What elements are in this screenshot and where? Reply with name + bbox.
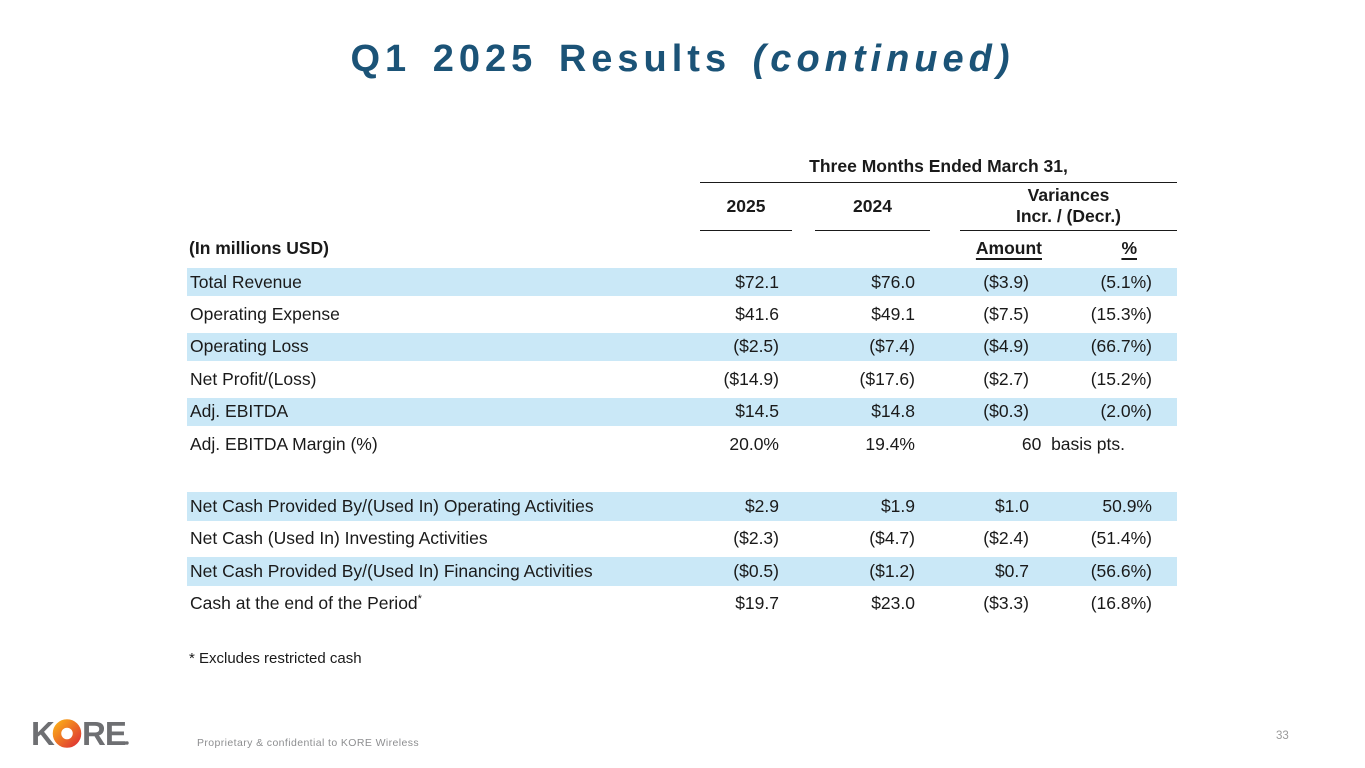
variance-amount: ($3.3) [983, 593, 1029, 614]
variances-line2: Incr. / (Decr.) [1015, 206, 1122, 226]
value-2025: $14.5 [735, 401, 779, 422]
units-label: (In millions USD) [189, 238, 329, 258]
table-row-net-profit-loss: Net Profit/(Loss) ($14.9) ($17.6) ($2.7)… [187, 363, 1177, 395]
variance-percent: (15.2%) [1090, 368, 1152, 389]
variance-basis-points: 60 basis pts. [1021, 433, 1125, 454]
variance-amount: ($3.9) [983, 271, 1029, 292]
variance-amount: ($7.5) [983, 304, 1029, 325]
variance-amount: $1.0 [994, 496, 1029, 517]
column-header-2024: 2024 [792, 196, 932, 231]
financials-table: Three Months Ended March 31, 2025 2024 V… [187, 156, 1177, 620]
value-2025: $19.7 [735, 593, 779, 614]
column-header-2025: 2025 [665, 196, 792, 231]
row-label: Adj. EBITDA Margin (%) [190, 433, 378, 454]
kore-logo-graphic: K RE [31, 715, 129, 752]
table-row-adj-ebitda: Adj. EBITDA $14.5 $14.8 ($0.3) (2.0%) [187, 396, 1177, 428]
percent-column-label: % [1121, 238, 1137, 258]
table-row-operating-expense: Operating Expense $41.6 $49.1 ($7.5) (15… [187, 298, 1177, 330]
value-2024: $1.9 [880, 496, 915, 517]
column-headers-row: 2025 2024 Variances Incr. / (Decr.) [187, 185, 1177, 231]
logo-trademark-dot [125, 741, 129, 745]
slide-title-suffix: (continued) [752, 38, 1015, 80]
value-2025: ($14.9) [723, 368, 779, 389]
period-header: Three Months Ended March 31, [700, 156, 1177, 183]
row-label: Net Profit/(Loss) [190, 368, 317, 389]
slide-title-main: Q1 2025 Results [350, 38, 732, 80]
row-label: Net Cash Provided By/(Used In) Financing… [190, 560, 593, 581]
logo-letter-k: K [31, 715, 55, 752]
value-2025: ($2.3) [733, 528, 779, 549]
row-label: Cash at the end of the Period* [190, 593, 422, 614]
value-2024: ($4.7) [869, 528, 915, 549]
variance-amount: ($2.4) [983, 528, 1029, 549]
variance-amount: $0.7 [994, 560, 1029, 581]
value-2024: 19.4% [865, 433, 915, 454]
section-gap [187, 460, 1177, 490]
page-number: 33 [1276, 730, 1289, 742]
row-label: Operating Loss [190, 336, 309, 357]
value-2024: ($7.4) [869, 336, 915, 357]
value-2025: ($2.5) [733, 336, 779, 357]
variance-amount: ($4.9) [983, 336, 1029, 357]
table-row-net-cash-operating: Net Cash Provided By/(Used In) Operating… [187, 490, 1177, 522]
row-label: Operating Expense [190, 304, 340, 325]
value-2025: 20.0% [729, 433, 779, 454]
units-labels-row: (In millions USD) Amount % [187, 231, 1177, 266]
column-header-variances: Variances Incr. / (Decr.) [932, 185, 1177, 231]
value-2024: $23.0 [871, 593, 915, 614]
variance-percent: (15.3%) [1090, 304, 1152, 325]
variance-percent: (51.4%) [1090, 528, 1152, 549]
variances-line1: Variances [1027, 185, 1110, 205]
table-row-cash-end-of-period: Cash at the end of the Period* $19.7 $23… [187, 588, 1177, 620]
variance-percent: 50.9% [1102, 496, 1152, 517]
footnote: * Excludes restricted cash [189, 650, 362, 667]
variance-percent: (56.6%) [1090, 560, 1152, 581]
value-2025: $72.1 [735, 271, 779, 292]
value-2025: $2.9 [744, 496, 779, 517]
variance-percent: (2.0%) [1100, 401, 1152, 422]
value-2025: ($0.5) [733, 560, 779, 581]
table-row-net-cash-financing: Net Cash Provided By/(Used In) Financing… [187, 555, 1177, 587]
table-row-operating-loss: Operating Loss ($2.5) ($7.4) ($4.9) (66.… [187, 331, 1177, 363]
variance-percent: (16.8%) [1090, 593, 1152, 614]
value-2024: ($1.2) [869, 560, 915, 581]
slide-title: Q1 2025 Results (continued) [0, 38, 1365, 81]
row-label: Net Cash Provided By/(Used In) Operating… [190, 496, 594, 517]
value-2024: $76.0 [871, 271, 915, 292]
variance-amount: ($0.3) [983, 401, 1029, 422]
value-2024: ($17.6) [859, 368, 915, 389]
table-row-total-revenue: Total Revenue $72.1 $76.0 ($3.9) (5.1%) [187, 266, 1177, 298]
value-2024: $14.8 [871, 401, 915, 422]
variance-amount: ($2.7) [983, 368, 1029, 389]
variance-percent: (66.7%) [1090, 336, 1152, 357]
table-row-net-cash-investing: Net Cash (Used In) Investing Activities … [187, 523, 1177, 555]
row-label: Total Revenue [190, 271, 302, 292]
amount-column-label: Amount [975, 238, 1042, 258]
variance-percent: (5.1%) [1100, 271, 1152, 292]
table-row-adj-ebitda-margin: Adj. EBITDA Margin (%) 20.0% 19.4% 60 ba… [187, 428, 1177, 460]
logo-letters-re: RE [82, 715, 126, 752]
confidentiality-notice: Proprietary & confidential to KORE Wirel… [197, 737, 420, 749]
value-2024: $49.1 [871, 304, 915, 325]
value-2025: $41.6 [735, 304, 779, 325]
row-label: Adj. EBITDA [190, 401, 289, 422]
kore-logo: K RE [30, 712, 140, 761]
row-label: Net Cash (Used In) Investing Activities [190, 528, 488, 549]
footnote-marker: * [417, 593, 422, 606]
logo-o-ring-icon [52, 719, 82, 748]
